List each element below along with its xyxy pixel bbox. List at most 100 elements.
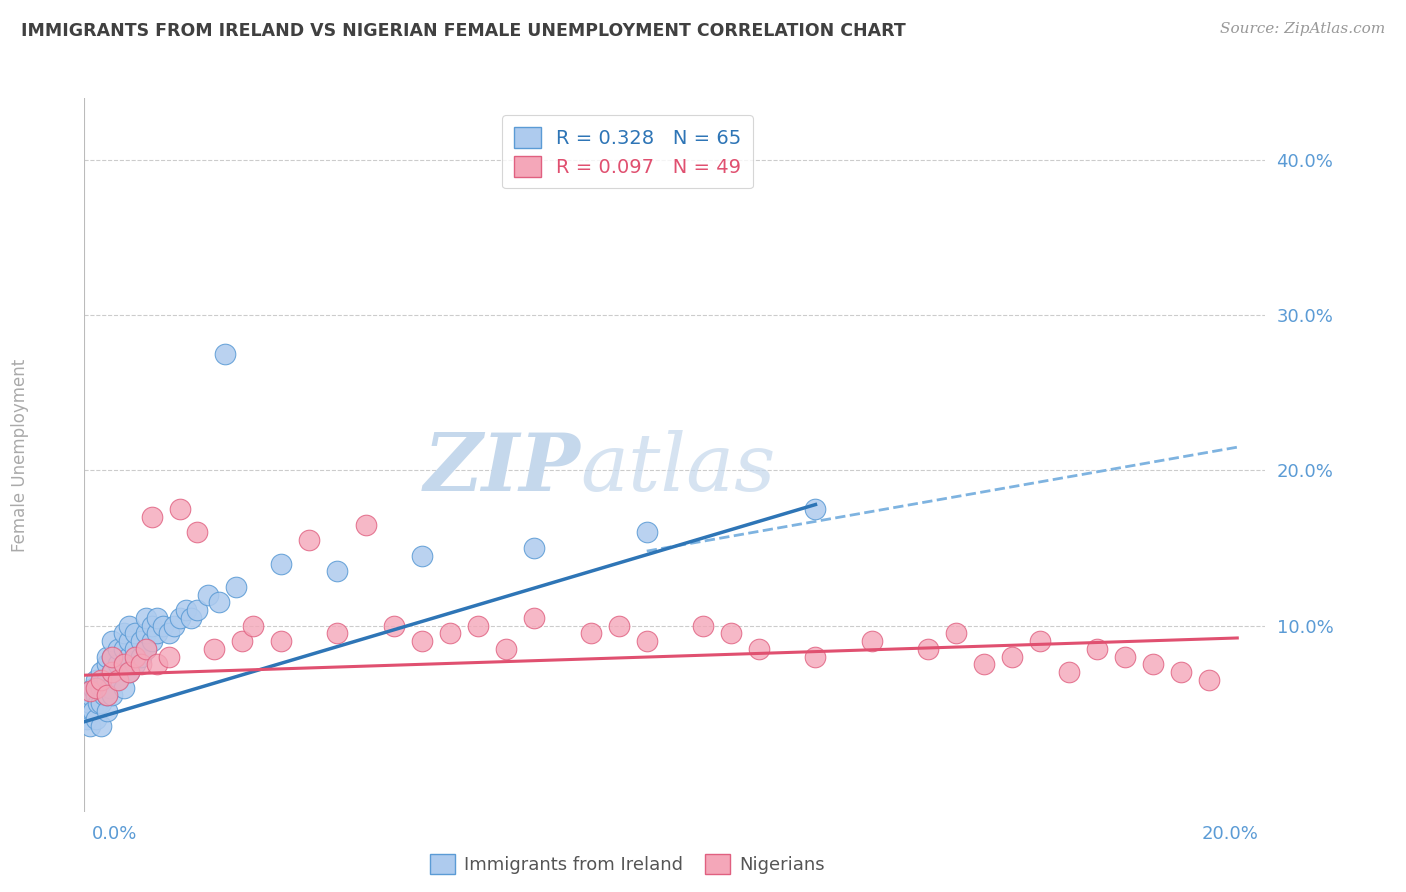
Point xyxy=(98,681,121,695)
Point xyxy=(152,618,174,632)
Point xyxy=(107,673,129,687)
Point xyxy=(96,689,118,703)
Point xyxy=(242,618,264,632)
Point xyxy=(112,657,135,672)
Text: atlas: atlas xyxy=(581,431,776,508)
Point xyxy=(157,626,180,640)
Point xyxy=(186,525,208,540)
Point xyxy=(101,689,124,703)
Point xyxy=(129,657,152,672)
Point xyxy=(84,689,107,703)
Point xyxy=(186,603,208,617)
Point xyxy=(118,665,141,679)
Point xyxy=(146,626,169,640)
Point xyxy=(354,517,377,532)
Point xyxy=(112,657,135,672)
Point xyxy=(96,657,118,672)
Text: 0.0%: 0.0% xyxy=(91,825,136,843)
Point xyxy=(163,618,186,632)
Text: 20.0%: 20.0% xyxy=(1202,825,1258,843)
Point xyxy=(298,533,321,548)
Point xyxy=(523,541,546,555)
Point xyxy=(174,603,197,617)
Point xyxy=(1170,665,1192,679)
Point xyxy=(720,626,742,640)
Point xyxy=(112,641,135,656)
Point xyxy=(467,618,489,632)
Point xyxy=(96,689,118,703)
Point xyxy=(169,611,191,625)
Point xyxy=(124,649,146,664)
Point xyxy=(135,611,157,625)
Point xyxy=(107,657,129,672)
Point xyxy=(82,681,104,695)
Point xyxy=(118,634,141,648)
Point xyxy=(101,634,124,648)
Point xyxy=(96,649,118,664)
Point xyxy=(87,696,110,710)
Point xyxy=(945,626,967,640)
Y-axis label: Female Unemployment: Female Unemployment xyxy=(11,359,28,551)
Point xyxy=(439,626,461,640)
Point xyxy=(101,665,124,679)
Point xyxy=(118,665,141,679)
Point xyxy=(579,626,602,640)
Text: ZIP: ZIP xyxy=(423,431,581,508)
Point xyxy=(118,618,141,632)
Point xyxy=(197,588,219,602)
Point xyxy=(214,347,236,361)
Point xyxy=(1142,657,1164,672)
Point xyxy=(860,634,883,648)
Text: IMMIGRANTS FROM IRELAND VS NIGERIAN FEMALE UNEMPLOYMENT CORRELATION CHART: IMMIGRANTS FROM IRELAND VS NIGERIAN FEMA… xyxy=(21,22,905,40)
Point xyxy=(96,704,118,718)
Point xyxy=(124,657,146,672)
Point xyxy=(101,665,124,679)
Point xyxy=(90,719,112,733)
Point xyxy=(84,673,107,687)
Legend: Immigrants from Ireland, Nigerians: Immigrants from Ireland, Nigerians xyxy=(423,847,832,881)
Point xyxy=(1057,665,1080,679)
Point xyxy=(129,649,152,664)
Point xyxy=(135,641,157,656)
Point xyxy=(804,502,827,516)
Point xyxy=(636,525,658,540)
Point xyxy=(107,673,129,687)
Point xyxy=(79,696,101,710)
Point xyxy=(101,649,124,664)
Point xyxy=(326,564,349,578)
Point xyxy=(76,712,98,726)
Point xyxy=(495,641,517,656)
Point xyxy=(90,681,112,695)
Point xyxy=(124,626,146,640)
Point xyxy=(146,611,169,625)
Point xyxy=(141,618,163,632)
Point xyxy=(225,580,247,594)
Point xyxy=(270,557,292,571)
Point xyxy=(93,689,115,703)
Point xyxy=(692,618,714,632)
Point xyxy=(90,673,112,687)
Point xyxy=(1085,641,1108,656)
Point xyxy=(411,549,433,563)
Point xyxy=(96,673,118,687)
Point xyxy=(1114,649,1136,664)
Point xyxy=(169,502,191,516)
Point xyxy=(804,649,827,664)
Point xyxy=(157,649,180,664)
Point xyxy=(101,649,124,664)
Point xyxy=(411,634,433,648)
Point xyxy=(129,634,152,648)
Point xyxy=(382,618,405,632)
Point xyxy=(84,712,107,726)
Point xyxy=(141,634,163,648)
Point xyxy=(523,611,546,625)
Point xyxy=(135,626,157,640)
Point xyxy=(270,634,292,648)
Point xyxy=(1029,634,1052,648)
Point xyxy=(1198,673,1220,687)
Point xyxy=(748,641,770,656)
Point xyxy=(326,626,349,640)
Point xyxy=(607,618,630,632)
Point xyxy=(141,510,163,524)
Point xyxy=(112,626,135,640)
